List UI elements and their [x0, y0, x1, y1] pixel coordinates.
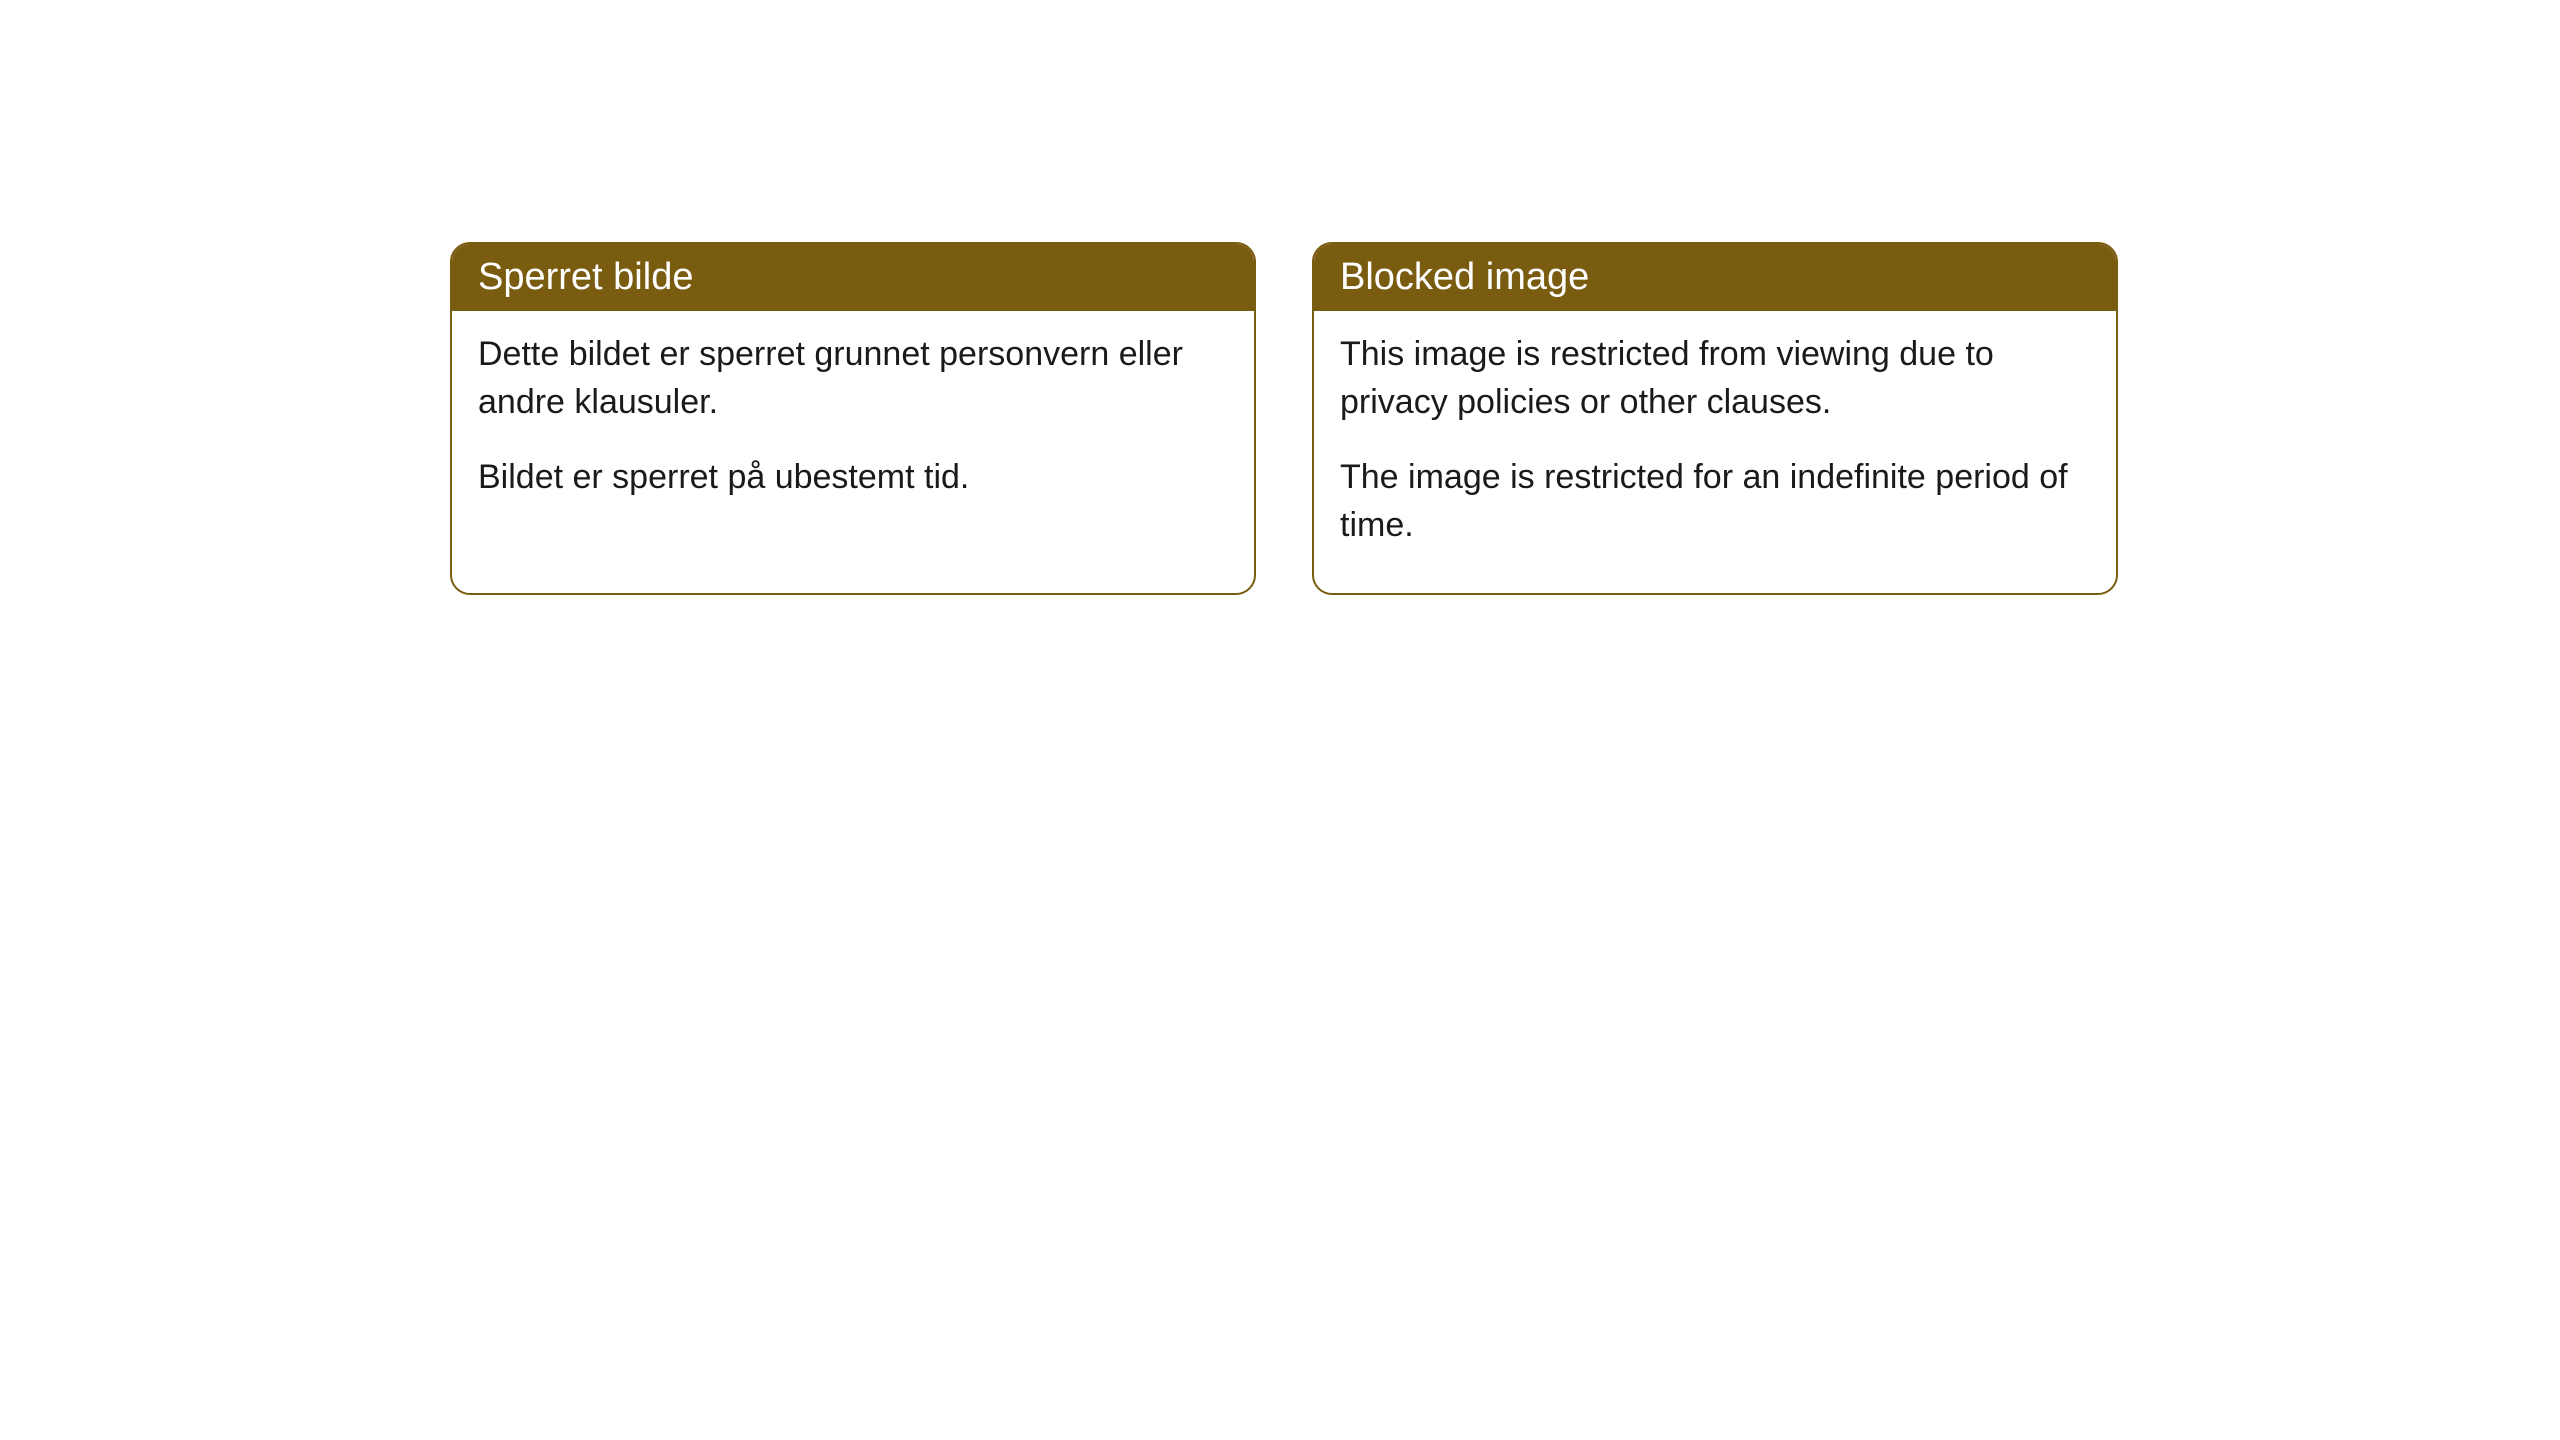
card-header-norwegian: Sperret bilde: [452, 244, 1254, 311]
card-body-english: This image is restricted from viewing du…: [1314, 311, 2116, 593]
card-body-norwegian: Dette bildet er sperret grunnet personve…: [452, 311, 1254, 546]
card-paragraph: Dette bildet er sperret grunnet personve…: [478, 331, 1228, 426]
card-title: Blocked image: [1340, 256, 1589, 298]
card-paragraph: This image is restricted from viewing du…: [1340, 331, 2090, 426]
blocked-image-card-norwegian: Sperret bilde Dette bildet er sperret gr…: [450, 242, 1256, 595]
card-paragraph: The image is restricted for an indefinit…: [1340, 454, 2090, 549]
blocked-image-card-english: Blocked image This image is restricted f…: [1312, 242, 2118, 595]
card-title: Sperret bilde: [478, 256, 693, 298]
card-paragraph: Bildet er sperret på ubestemt tid.: [478, 454, 1228, 502]
card-header-english: Blocked image: [1314, 244, 2116, 311]
notice-cards-container: Sperret bilde Dette bildet er sperret gr…: [450, 242, 2118, 595]
